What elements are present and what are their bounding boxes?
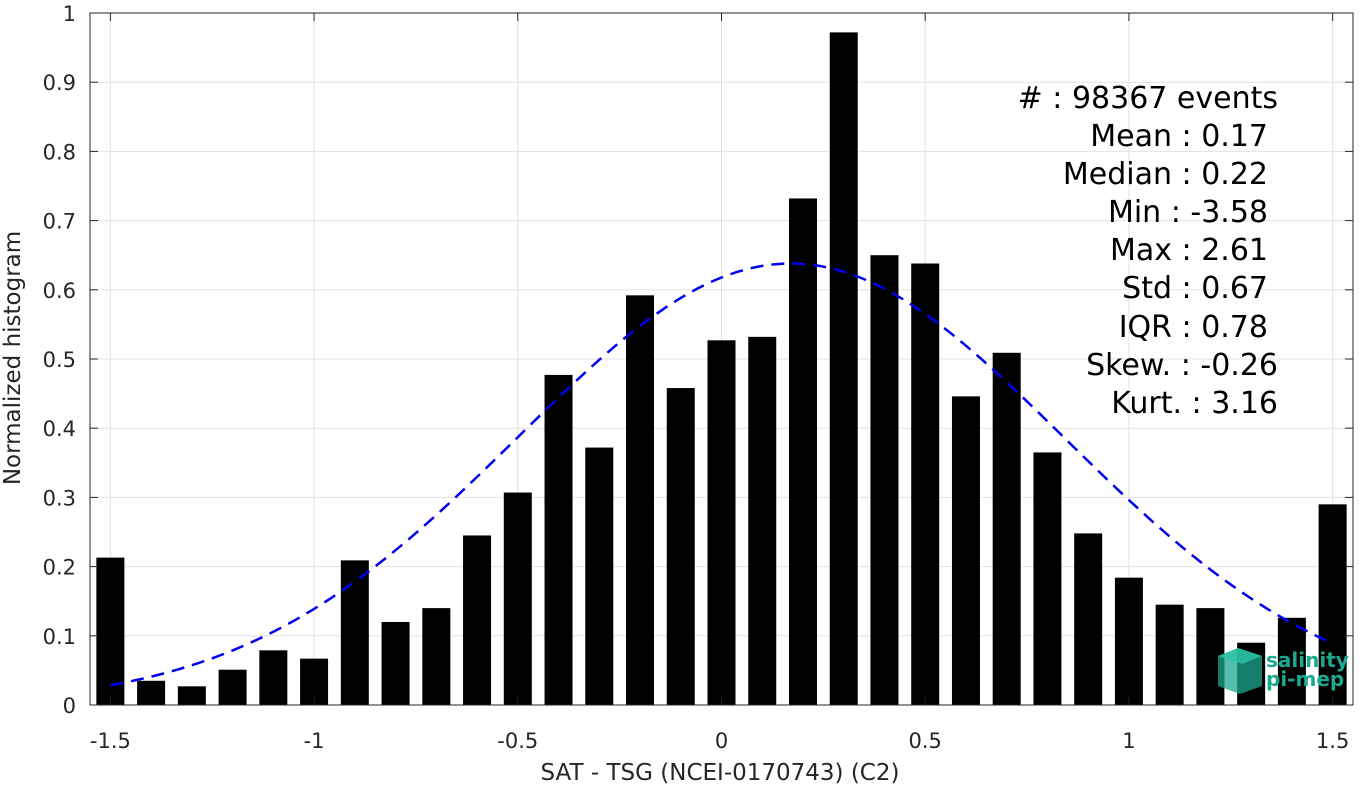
histogram-bar — [544, 374, 573, 705]
stats-annotation: # : 98367 events Mean : 0.17 Median : 0.… — [1018, 81, 1278, 421]
axis-ticks: -1.5 -1 -0.5 0 0.5 1 1.5 0 0.1 0.2 0.3 0.4 0.5 0.6 0.7… — [43, 2, 1353, 753]
stat-kurt: Kurt. : 3.16 — [1111, 386, 1278, 421]
y-tick-label: 0.7 — [43, 210, 76, 234]
y-tick-label: 0.8 — [43, 140, 76, 164]
histogram-bar — [1155, 604, 1184, 705]
histogram-bar — [911, 263, 940, 705]
histogram-bar — [1074, 533, 1103, 705]
histogram-bar — [829, 32, 858, 706]
histogram-bar — [788, 198, 817, 705]
histogram-bar — [707, 340, 736, 705]
x-tick-label: 0.5 — [909, 729, 942, 753]
y-tick-label: 0.2 — [43, 556, 76, 580]
stat-skew: Skew. : -0.26 — [1086, 348, 1278, 383]
histogram-bar — [1114, 577, 1143, 705]
x-tick-label: -1 — [304, 729, 325, 753]
histogram-bar — [463, 535, 492, 705]
stat-iqr: IQR : 0.78 — [1119, 310, 1268, 345]
histogram-bar — [1033, 452, 1062, 705]
y-tick-label: 0 — [63, 694, 76, 718]
x-tick-label: -1.5 — [90, 729, 131, 753]
x-tick-label: 0 — [715, 729, 728, 753]
histogram-bar — [585, 447, 614, 705]
stat-min: Min : -3.58 — [1108, 195, 1268, 230]
y-tick-label: 0.3 — [43, 486, 76, 510]
logo-line2: pi-mep — [1266, 667, 1344, 691]
histogram-bar — [626, 295, 655, 705]
histogram-bar — [259, 650, 288, 705]
histogram-bar — [96, 557, 125, 705]
histogram-bar — [951, 396, 980, 705]
x-tick-label: 1 — [1122, 729, 1135, 753]
y-tick-label: 0.6 — [43, 279, 76, 303]
histogram-bar — [340, 560, 369, 705]
y-tick-label: 1 — [63, 2, 76, 26]
histogram-bar — [381, 621, 410, 705]
histogram-bar — [992, 352, 1021, 705]
stat-count: # : 98367 events — [1018, 81, 1278, 116]
gaussian-fit-curve — [110, 262, 1334, 687]
y-tick-label: 0.1 — [43, 625, 76, 649]
histogram-bar — [666, 388, 695, 705]
stat-mean: Mean : 0.17 — [1090, 119, 1268, 154]
x-axis-label: SAT - TSG (NCEI-0170743) (C2) — [541, 760, 900, 785]
logo-cube-face — [1218, 648, 1262, 664]
x-tick-label: 1.5 — [1316, 729, 1349, 753]
stat-median: Median : 0.22 — [1063, 157, 1268, 192]
histogram-bar — [422, 608, 451, 705]
stat-std: Std : 0.67 — [1122, 271, 1268, 306]
histogram-bar — [1318, 504, 1347, 705]
y-tick-label: 0.4 — [43, 417, 76, 441]
stat-max: Max : 2.61 — [1110, 233, 1268, 268]
histogram-bar — [503, 492, 532, 705]
logo-line1: salinity — [1266, 648, 1349, 672]
histogram-bar — [870, 255, 899, 705]
histogram-bar — [1277, 617, 1306, 705]
histogram-bar — [177, 686, 206, 705]
histogram-bar — [218, 669, 247, 705]
salinity-pimep-logo: salinity pi-mep — [1218, 648, 1349, 694]
y-tick-label: 0.5 — [43, 348, 76, 372]
y-tick-label: 0.9 — [43, 71, 76, 95]
x-tick-label: -0.5 — [497, 729, 538, 753]
histogram-bar — [748, 336, 777, 705]
histogram-bar — [137, 680, 166, 705]
y-axis-label: Normalized histogram — [0, 231, 26, 485]
